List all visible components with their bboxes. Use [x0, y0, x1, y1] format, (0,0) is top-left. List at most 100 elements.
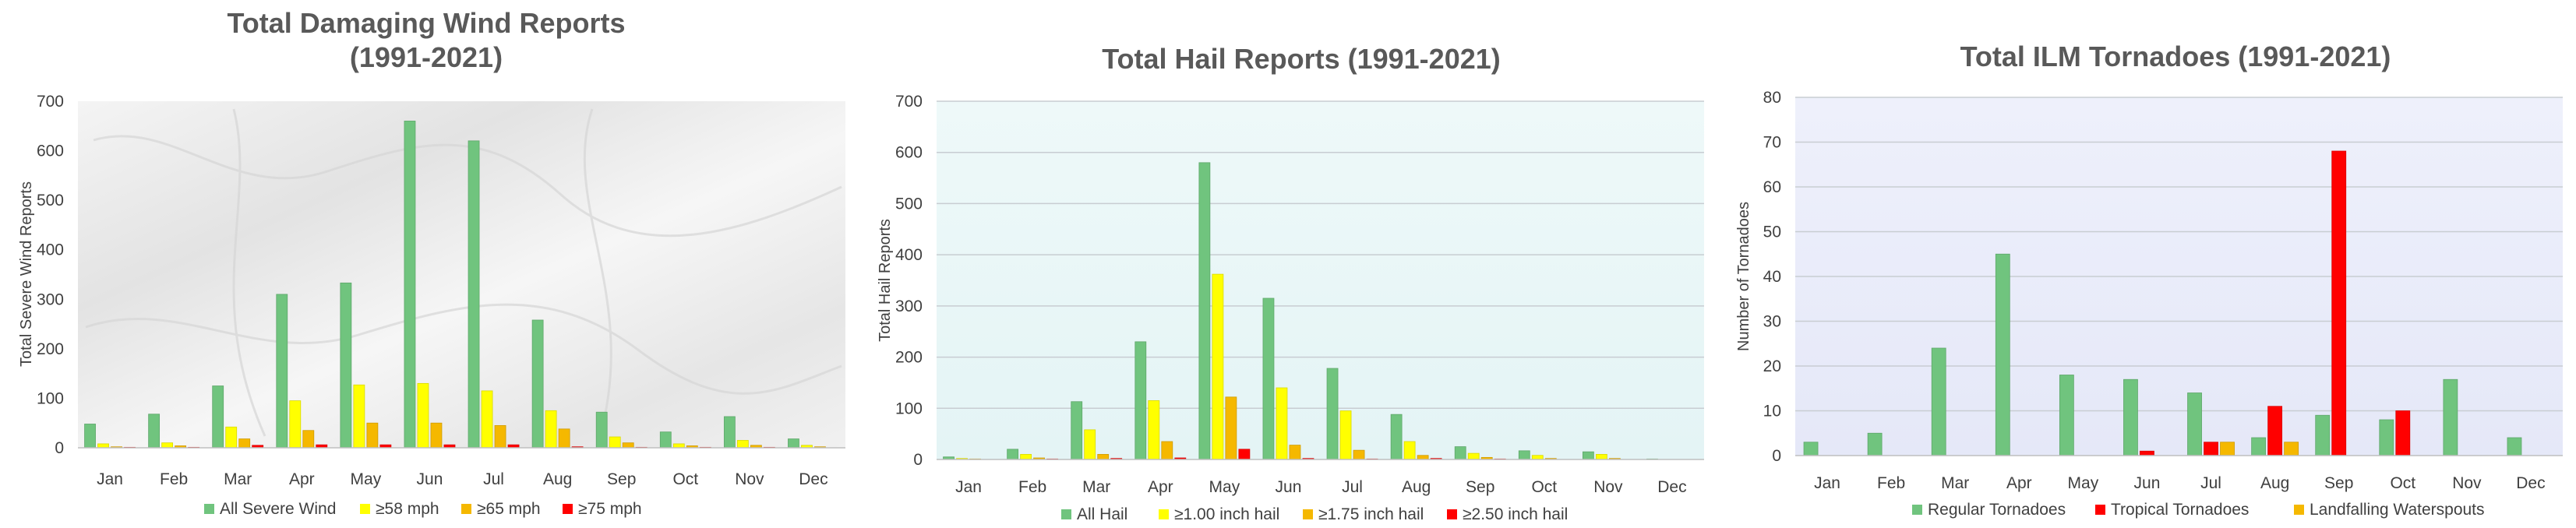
y-tick-label: 60: [1763, 178, 1781, 196]
marble-vein: [232, 108, 266, 437]
bar: [1390, 414, 1403, 460]
y-tick-label: 20: [1763, 357, 1781, 375]
bar: [1531, 455, 1544, 460]
x-tick-label: Apr: [2006, 474, 2032, 492]
bar: [1148, 400, 1160, 460]
chart-subtitle: (1991-2021): [350, 41, 503, 73]
y-tick-label: 600: [37, 143, 64, 160]
bar: [289, 400, 302, 449]
x-tick-label: Aug: [543, 470, 572, 488]
gridlines: [937, 100, 1704, 410]
bar: [659, 431, 672, 449]
x-tick-label: Jul: [1342, 478, 1363, 496]
bar: [2267, 406, 2283, 456]
x-tick-label: Feb: [1877, 474, 1905, 492]
legend-label: Regular Tornadoes: [1928, 501, 2066, 519]
x-tick-label: Nov: [2452, 474, 2482, 492]
bar: [366, 422, 379, 449]
bar: [2395, 410, 2411, 456]
bar: [481, 390, 493, 449]
legend-swatch: [461, 504, 471, 514]
y-tick-label: 50: [1763, 224, 1781, 241]
gridlines: [1795, 97, 2563, 412]
bar: [84, 424, 96, 449]
y-tick-label: 100: [37, 389, 64, 407]
legend-swatch: [2095, 505, 2105, 515]
bar: [1134, 341, 1147, 460]
bar: [340, 282, 352, 449]
bar: [609, 436, 621, 449]
legend-swatch: [1061, 509, 1071, 519]
legend-swatch: [1303, 509, 1313, 519]
marble-vein: [583, 108, 612, 437]
x-tick-label: Feb: [160, 470, 188, 488]
bar: [1238, 449, 1251, 460]
marble-vein: [93, 135, 842, 238]
bar: [558, 428, 570, 449]
bar: [430, 422, 443, 449]
bar: [1467, 452, 1480, 460]
y-tick-label: 400: [895, 246, 923, 264]
bar: [622, 442, 634, 449]
y-tick-label: 600: [895, 144, 923, 162]
x-tick-label: Jun: [417, 470, 443, 488]
y-axis-ticks: 0 100 200 300 400 500 600 700: [37, 93, 64, 457]
bar: [1262, 297, 1275, 460]
bar: [2140, 450, 2154, 456]
legend-label: ≥2.50 inch hail: [1463, 505, 1568, 523]
bar: [1161, 441, 1173, 460]
bar: [1276, 387, 1288, 460]
bar: [1097, 454, 1110, 460]
bar: [1417, 455, 1429, 460]
x-tick-label: Dec: [799, 470, 827, 488]
x-tick-label: Jan: [1814, 474, 1840, 492]
x-tick-label: Dec: [1657, 478, 1686, 496]
x-tick-label: Sep: [1466, 478, 1494, 496]
bar: [1225, 396, 1237, 460]
bar: [1198, 162, 1211, 460]
x-tick-label: Dec: [2516, 474, 2545, 492]
bar: [2443, 378, 2458, 456]
x-tick-label: Jun: [2134, 474, 2161, 492]
x-tick-label: Oct: [672, 470, 698, 488]
chart-title: Total Damaging Wind Reports: [227, 7, 625, 39]
bar: [1339, 410, 1352, 460]
legend-label: All Hail: [1077, 505, 1127, 523]
bar: [1867, 432, 1883, 456]
bars-layer: [84, 121, 826, 449]
legend: All Hail ≥1.00 inch hail ≥1.75 inch hail ≥2…: [1061, 505, 1568, 523]
bar: [1931, 347, 1946, 456]
x-axis-ticks: Jan Feb Mar Apr May Jun Jul Aug Sep Oct Nov Dec: [1814, 474, 2546, 492]
bar: [2507, 437, 2522, 456]
x-tick-label: Nov: [735, 470, 764, 488]
bar: [97, 443, 109, 449]
bar: [2059, 375, 2074, 456]
x-tick-label: Jul: [2200, 474, 2221, 492]
y-tick-label: 500: [37, 192, 64, 209]
bar: [1995, 253, 2010, 456]
x-tick-label: Nov: [1593, 478, 1623, 496]
x-tick-label: Apr: [289, 470, 315, 488]
legend-swatch: [1447, 509, 1457, 519]
bar: [1403, 441, 1416, 460]
legend-label: Landfalling Waterspouts: [2310, 501, 2485, 519]
x-tick-label: Jan: [97, 470, 123, 488]
legend-label: ≥65 mph: [477, 500, 541, 518]
x-tick-label: Jun: [1276, 478, 1302, 496]
legend-label: ≥58 mph: [376, 500, 439, 518]
bar: [723, 416, 736, 449]
hail-reports-chart: 0 100 200 300 400 500 600 700 Jan Feb Mar Apr May Ju…: [877, 43, 1704, 523]
legend: Regular Tornadoes Tropical Tornadoes Landf…: [1912, 501, 2485, 519]
bar: [2204, 442, 2218, 456]
marble-vein: [85, 303, 842, 395]
chart-title: Total Hail Reports (1991-2021): [1102, 43, 1501, 75]
x-tick-label: May: [1209, 478, 1240, 496]
bar: [1803, 442, 1819, 456]
wind-reports-chart: 0 100 200 300 400 500 600 700 Jan Feb Mar Apr May Ju…: [18, 7, 845, 518]
bar: [1518, 450, 1530, 460]
legend-swatch: [204, 504, 214, 514]
x-tick-label: Mar: [1082, 478, 1110, 496]
bar: [1289, 445, 1301, 460]
y-tick-label: 30: [1763, 313, 1781, 331]
y-tick-label: 300: [37, 290, 64, 308]
